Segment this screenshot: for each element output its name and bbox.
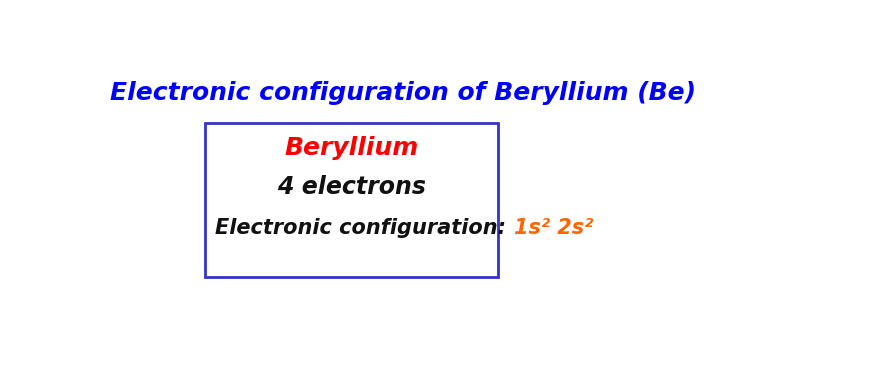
Text: Electronic configuration of Beryllium (Be): Electronic configuration of Beryllium (B… xyxy=(110,81,695,105)
Text: Electronic configuration:: Electronic configuration: xyxy=(215,218,513,238)
Text: Beryllium: Beryllium xyxy=(284,136,418,160)
Text: 1s² 2s²: 1s² 2s² xyxy=(513,218,593,238)
Text: 4 electrons: 4 electrons xyxy=(277,175,426,199)
FancyBboxPatch shape xyxy=(205,123,498,277)
